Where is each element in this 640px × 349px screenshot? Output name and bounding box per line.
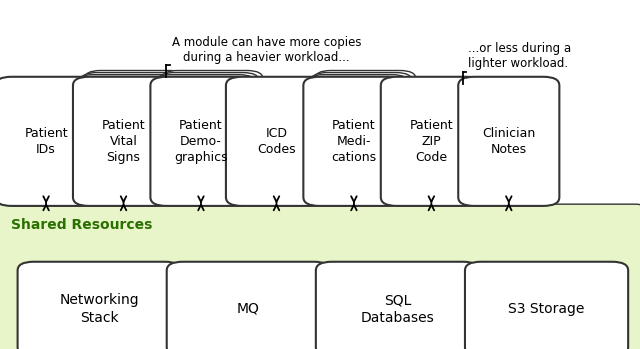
Text: Patient
Vital
Signs: Patient Vital Signs [102,119,145,164]
Text: Patient
ZIP
Code: Patient ZIP Code [410,119,453,164]
FancyBboxPatch shape [303,77,404,206]
Text: A module can have more copies
during a heavier workload...: A module can have more copies during a h… [172,36,361,64]
FancyBboxPatch shape [458,77,559,206]
FancyBboxPatch shape [18,262,181,349]
FancyBboxPatch shape [226,77,327,206]
FancyBboxPatch shape [316,262,479,349]
FancyBboxPatch shape [166,262,330,349]
Text: ...or less during a
lighter workload.: ...or less during a lighter workload. [468,42,571,70]
Text: SQL
Databases: SQL Databases [360,293,435,325]
FancyBboxPatch shape [154,75,255,204]
FancyBboxPatch shape [307,75,408,204]
Text: Clinician
Notes: Clinician Notes [482,127,536,156]
FancyBboxPatch shape [77,75,178,204]
Text: Shared Resources: Shared Resources [11,218,152,232]
FancyBboxPatch shape [381,77,482,206]
FancyBboxPatch shape [158,73,259,202]
Text: ICD
Codes: ICD Codes [257,127,296,156]
Text: Patient
Medi-
cations: Patient Medi- cations [332,119,376,164]
Text: MQ: MQ [237,302,260,316]
FancyBboxPatch shape [81,73,182,202]
Text: S3 Storage: S3 Storage [508,302,585,316]
FancyBboxPatch shape [73,77,174,206]
FancyBboxPatch shape [465,262,628,349]
FancyBboxPatch shape [315,70,416,200]
FancyBboxPatch shape [162,70,263,200]
Text: Patient
Demo-
graphics: Patient Demo- graphics [174,119,228,164]
FancyBboxPatch shape [0,77,97,206]
Text: Patient
IDs: Patient IDs [24,127,68,156]
FancyBboxPatch shape [84,70,186,200]
FancyBboxPatch shape [150,77,252,206]
FancyBboxPatch shape [0,204,640,349]
FancyBboxPatch shape [311,73,412,202]
Text: Networking
Stack: Networking Stack [60,293,139,325]
